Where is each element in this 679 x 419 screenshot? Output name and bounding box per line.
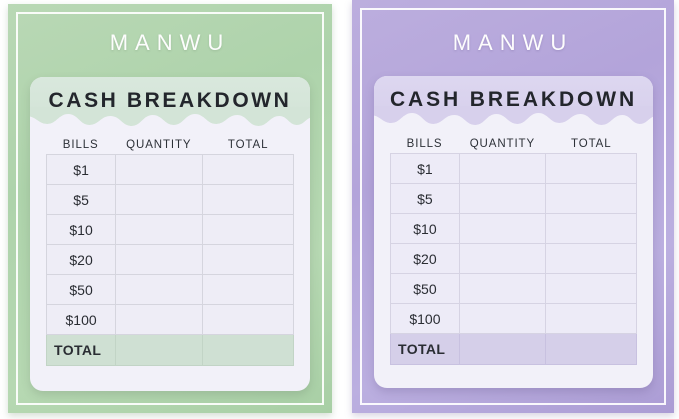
sheet-title: CASH BREAKDOWN (48, 89, 292, 112)
cell-bill: $50 (45, 274, 117, 305)
column-header-bills: BILLS (62, 139, 99, 151)
cell-bill: $5 (45, 184, 117, 215)
cell-total[interactable] (201, 154, 295, 185)
cash-breakdown-table-wrap: BILLS QUANTITY TOTAL $1 $5 (390, 138, 638, 365)
brand-wordmark: MANWU (109, 30, 231, 55)
cash-breakdown-table: $1 $5 $10 (45, 154, 295, 366)
column-header-bills: BILLS (406, 138, 443, 150)
table-row[interactable]: $5 (390, 183, 638, 214)
table-row[interactable]: $20 (45, 244, 295, 275)
cell-quantity[interactable] (115, 184, 203, 215)
column-header-total: TOTAL (227, 139, 269, 151)
table-row[interactable]: $100 (45, 304, 295, 335)
cell-bill: $5 (390, 183, 460, 214)
table-row[interactable]: $50 (390, 273, 638, 304)
cell-quantity[interactable] (458, 213, 546, 244)
cell-total[interactable] (544, 273, 638, 304)
cell-bill: $50 (390, 273, 460, 304)
column-header-quantity: QUANTITY (126, 139, 192, 151)
table-total-row[interactable]: TOTAL (45, 334, 295, 366)
table-row[interactable]: $10 (45, 214, 295, 245)
cell-total[interactable] (201, 214, 295, 245)
cell-quantity[interactable] (458, 183, 546, 214)
cell-quantity[interactable] (458, 243, 546, 274)
cell-quantity[interactable] (115, 154, 203, 185)
column-header-total: TOTAL (571, 138, 612, 150)
cell-bill: $100 (390, 303, 460, 334)
cell-bill: $10 (390, 213, 460, 244)
table-row[interactable]: $5 (45, 184, 295, 215)
cell-total-quantity[interactable] (458, 333, 546, 365)
cell-total-label: TOTAL (390, 333, 460, 365)
cell-total[interactable] (544, 303, 638, 334)
cell-bill: $1 (45, 154, 117, 185)
cell-total-total[interactable] (544, 333, 638, 365)
cell-quantity[interactable] (115, 244, 203, 275)
cash-breakdown-table: $1 $5 $10 (390, 153, 638, 365)
cell-bill: $20 (390, 243, 460, 274)
table-row[interactable]: $20 (390, 243, 638, 274)
column-header-quantity: QUANTITY (469, 138, 536, 150)
table-row[interactable]: $10 (390, 213, 638, 244)
cell-bill: $20 (45, 244, 117, 275)
cell-total[interactable] (201, 184, 295, 215)
cell-quantity[interactable] (458, 153, 546, 184)
table-total-row[interactable]: TOTAL (390, 333, 638, 365)
sheet-header-band (374, 76, 653, 132)
cell-quantity[interactable] (458, 303, 546, 334)
cell-bill: $100 (45, 304, 117, 335)
cell-total[interactable] (201, 274, 295, 305)
table-row[interactable]: $100 (390, 303, 638, 334)
cell-quantity[interactable] (458, 273, 546, 304)
notepad-sheet: CASH BREAKDOWN BILLS QUANTITY TOTAL $1 (374, 76, 653, 388)
notepad-sheet: CASH BREAKDOWN BILLS QUANTITY TOTAL $1 (30, 77, 310, 391)
sheet-title: CASH BREAKDOWN (389, 88, 638, 111)
cell-total[interactable] (201, 304, 295, 335)
cloud-scallop-edge (374, 106, 653, 132)
cell-quantity[interactable] (115, 274, 203, 305)
cell-total[interactable] (544, 213, 638, 244)
cell-total-quantity[interactable] (115, 334, 203, 366)
notepad-green[interactable]: MANWU CASH BREAKDOWN BILLS QUANTITY TOTA… (8, 4, 332, 413)
cell-total-label: TOTAL (45, 334, 117, 366)
column-headers: BILLS QUANTITY TOTAL (46, 139, 294, 154)
cell-total-total[interactable] (201, 334, 295, 366)
cell-bill: $10 (45, 214, 117, 245)
cell-quantity[interactable] (115, 304, 203, 335)
table-row[interactable]: $50 (45, 274, 295, 305)
cell-total[interactable] (544, 183, 638, 214)
cloud-scallop-edge (30, 107, 310, 133)
brand-wordmark: MANWU (452, 30, 574, 55)
notepad-purple[interactable]: MANWU CASH BREAKDOWN BILLS QUANTITY TOTA… (352, 0, 674, 413)
cell-total[interactable] (544, 243, 638, 274)
table-row[interactable]: $1 (390, 153, 638, 184)
table-row[interactable]: $1 (45, 154, 295, 185)
cell-total[interactable] (201, 244, 295, 275)
sheet-header-band (30, 77, 310, 133)
cell-quantity[interactable] (115, 214, 203, 245)
cell-bill: $1 (390, 153, 460, 184)
cell-total[interactable] (544, 153, 638, 184)
column-headers: BILLS QUANTITY TOTAL (390, 138, 637, 153)
cash-breakdown-table-wrap: BILLS QUANTITY TOTAL $1 $5 (45, 139, 295, 366)
